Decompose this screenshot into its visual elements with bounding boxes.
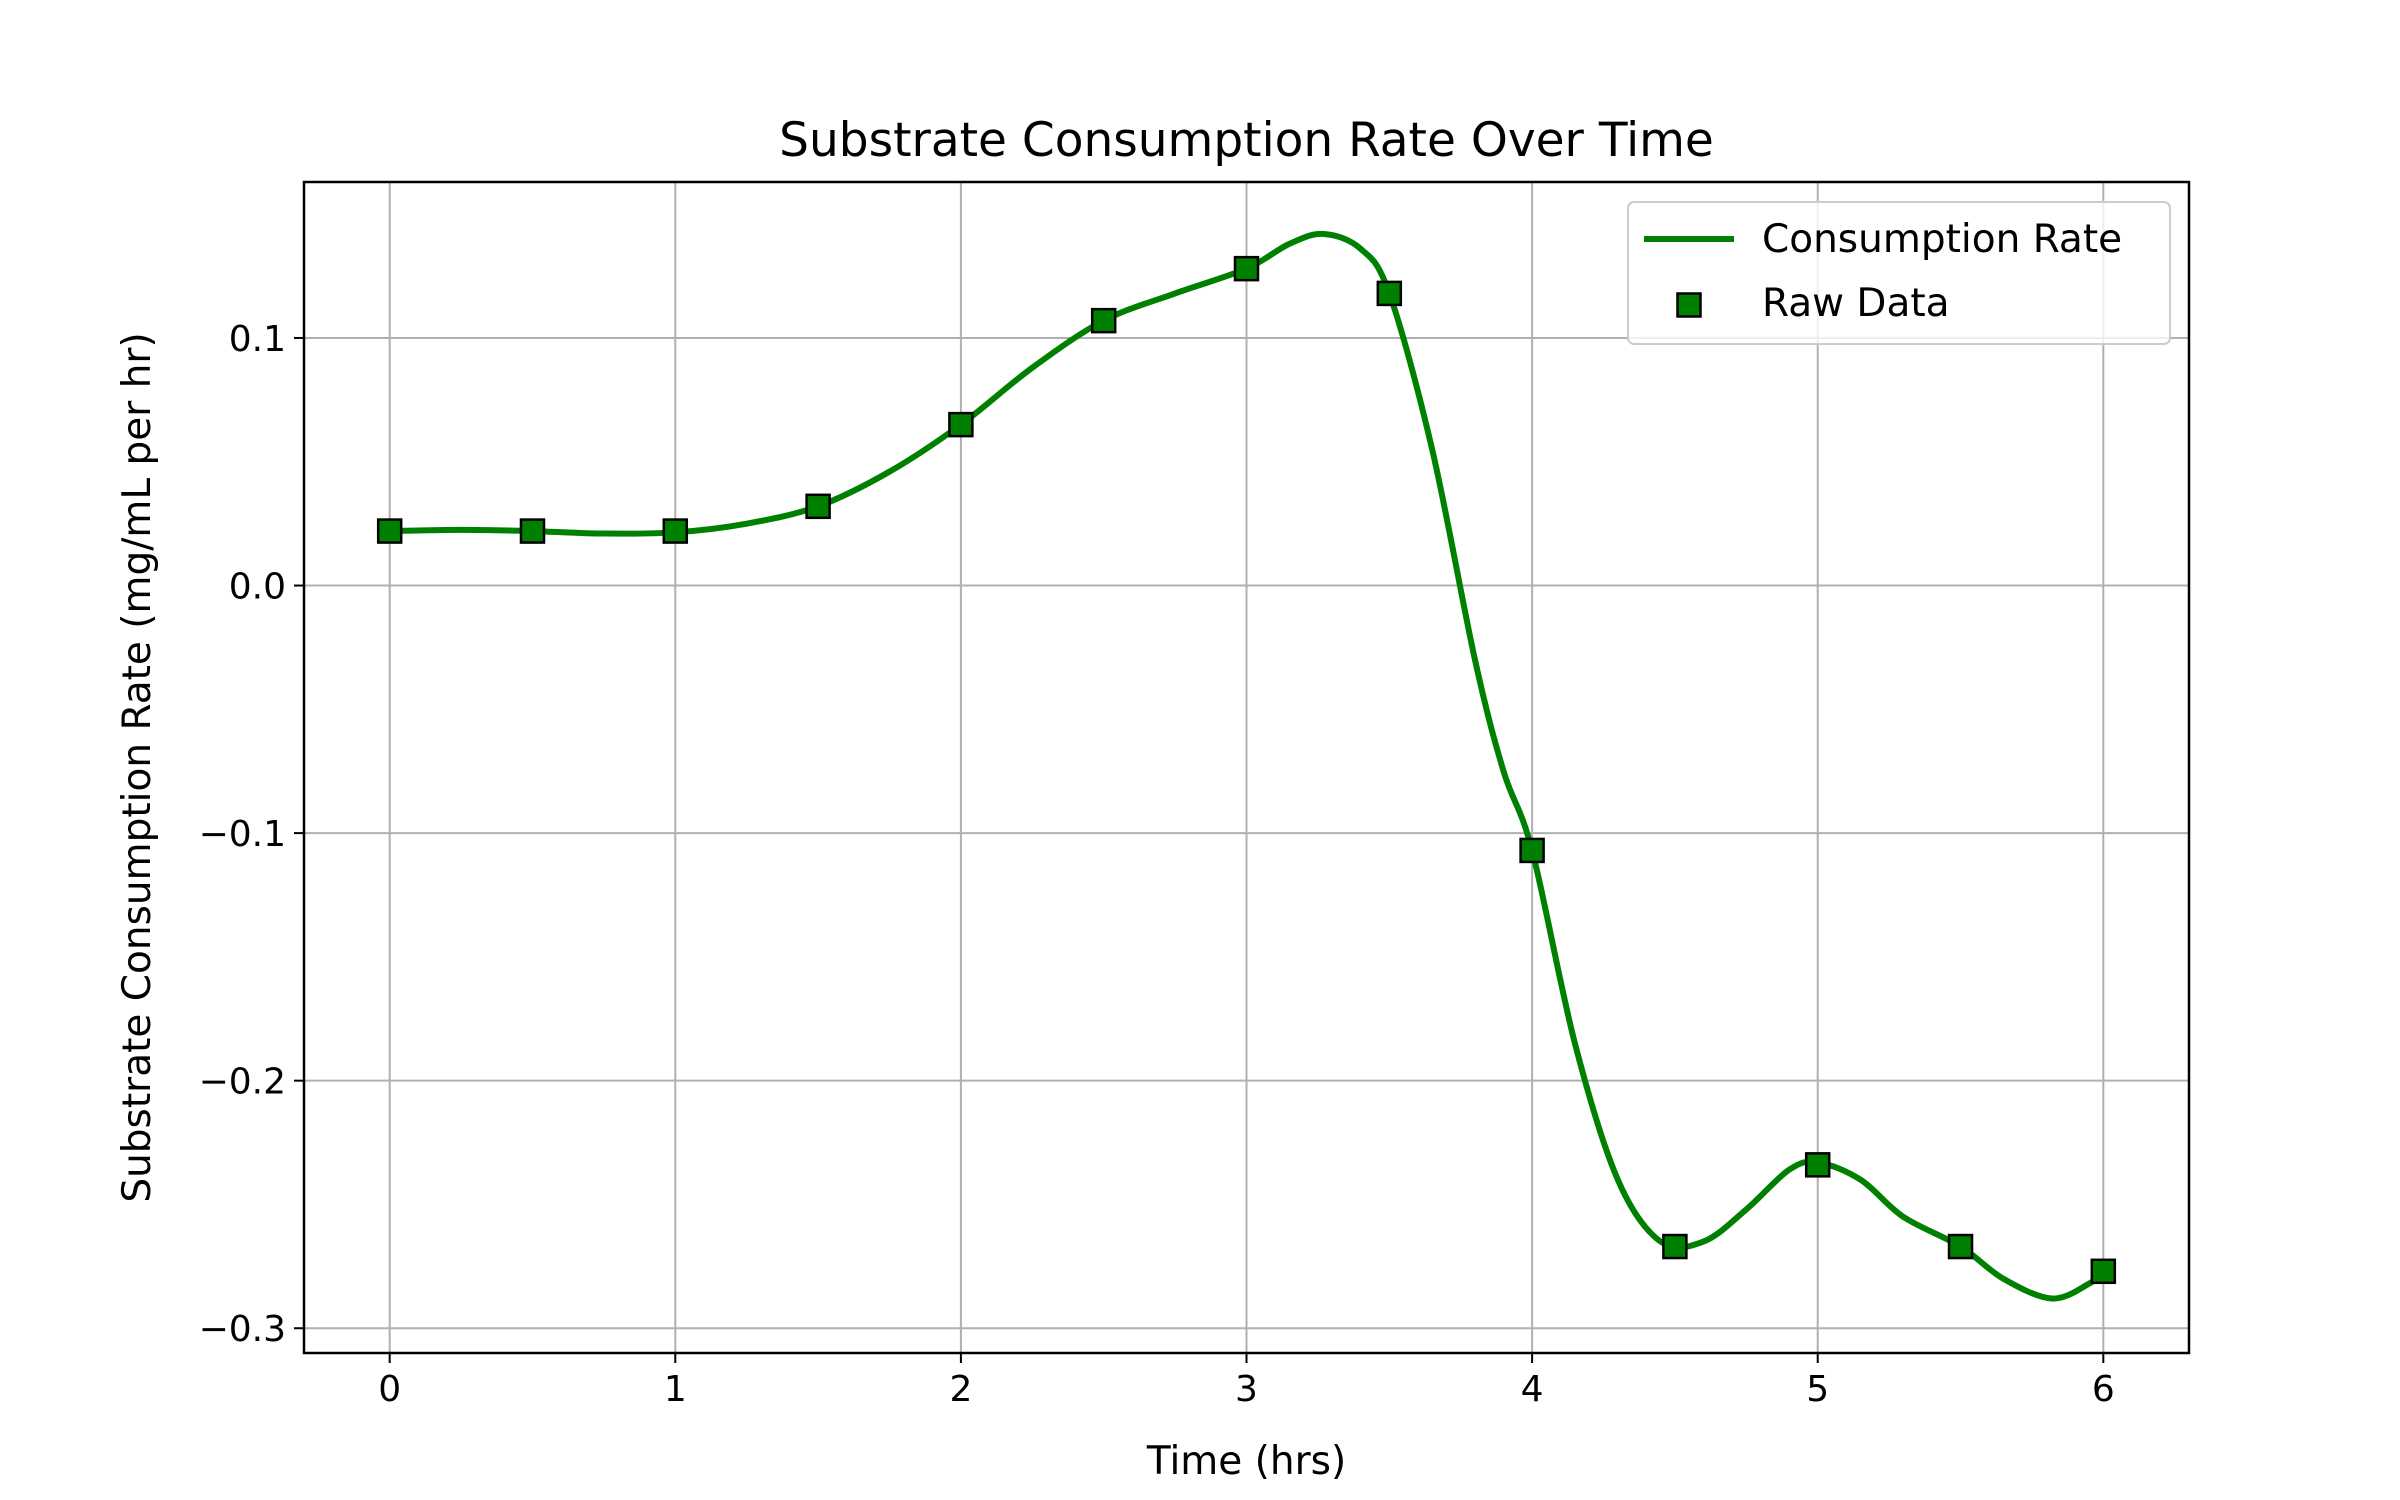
x-tick-label: 2 [949, 1369, 972, 1410]
raw-data-point [376, 518, 403, 544]
x-tick-label: 6 [2092, 1369, 2115, 1410]
y-tick-label: 0.0 [229, 567, 286, 608]
raw-data-point [1804, 1152, 1831, 1178]
raw-data-point [1947, 1233, 1974, 1260]
raw-data-point [2090, 1258, 2117, 1285]
legend-label-raw-data: Raw Data [1762, 281, 1950, 326]
y-tick-label: −0.2 [199, 1062, 286, 1103]
x-tick-label: 4 [1521, 1369, 1544, 1410]
chart-title: Substrate Consumption Rate Over Time [779, 113, 1714, 168]
raw-data-point [1090, 307, 1117, 334]
raw-data-point [1233, 255, 1260, 282]
raw-data-point [1376, 280, 1403, 307]
legend: Consumption Rate Raw Data [1627, 201, 2171, 345]
x-tick-label: 5 [1806, 1369, 1829, 1410]
legend-label-consumption-rate: Consumption Rate [1762, 217, 2122, 262]
raw-data-point [1519, 837, 1545, 864]
raw-data-point [805, 493, 831, 520]
y-axis-label: Substrate Consumption Rate (mg/mL per hr… [115, 332, 160, 1202]
x-axis-label: Time (hrs) [1146, 1439, 1346, 1484]
grid [304, 182, 2189, 1353]
raw-data-point [519, 518, 546, 544]
series-layer [376, 230, 2117, 1302]
raw-data-point [948, 411, 974, 438]
x-tick-label: 0 [378, 1369, 401, 1410]
y-tick-label: 0.1 [229, 319, 286, 360]
raw-data-point [662, 518, 689, 544]
raw-data-point [1662, 1233, 1688, 1260]
y-tick-label: −0.1 [199, 814, 286, 855]
x-tick-label: 1 [664, 1369, 687, 1410]
tick-layer: 0 1 2 3 4 5 6 −0.3 −0.2 −0.1 0.0 0.1 [199, 319, 2115, 1410]
y-tick-label: −0.3 [199, 1309, 286, 1350]
legend-marker-sample [1676, 292, 1702, 318]
x-tick-label: 3 [1235, 1369, 1258, 1410]
legend-box [1627, 201, 2171, 345]
